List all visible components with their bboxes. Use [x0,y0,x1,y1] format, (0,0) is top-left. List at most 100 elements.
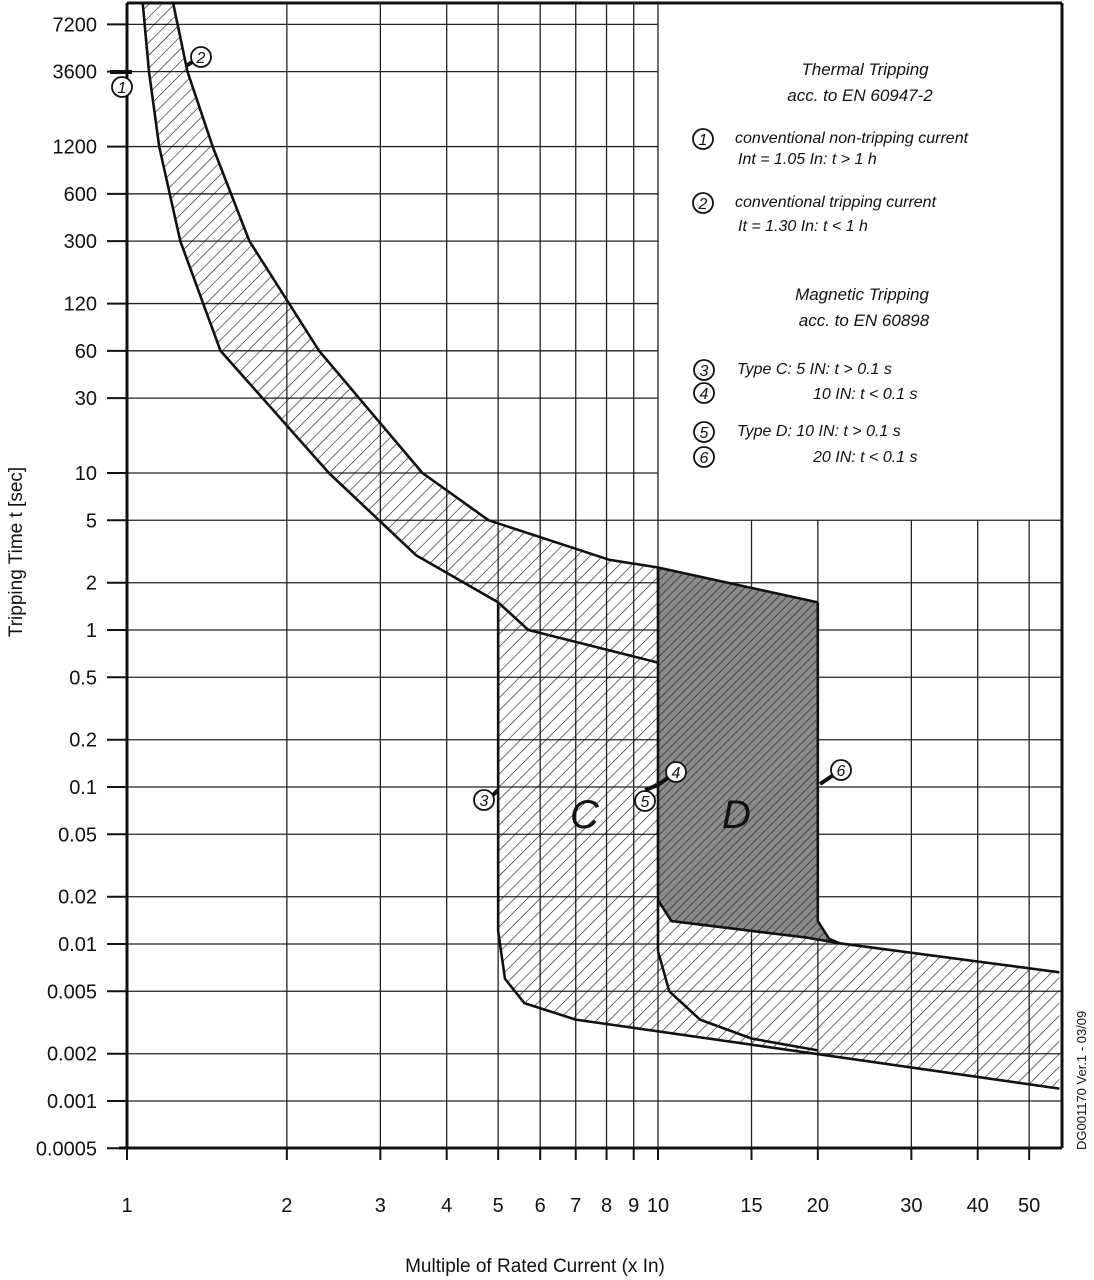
x-tick-label: 6 [535,1195,546,1217]
marker-pointer [644,783,659,792]
legend-thermal-title: Thermal Tripping [801,60,929,79]
y-tick-label: 0.2 [69,730,97,752]
curve-thermal_lower [141,1,659,664]
legend-magnetic-title: Magnetic Tripping [795,285,929,304]
y-tick-label: 0.01 [58,934,97,956]
x-tick-label: 50 [1018,1195,1040,1217]
y-tick-label: 120 [64,294,97,316]
marker-number: 5 [700,425,709,442]
x-tick-label: 30 [900,1195,922,1217]
x-axis-label: Multiple of Rated Current (x In) [405,1256,665,1277]
x-tick-label: 15 [740,1195,762,1217]
y-tick-label: 10 [75,463,97,485]
marker-number: 2 [196,50,206,67]
marker-circle [111,76,133,98]
marker-number: 6 [837,763,846,780]
legend-item5: Type D: 10 IN: t > 0.1 s [737,423,901,440]
x-tick-label: 10 [647,1195,669,1217]
x-tick-label: 20 [807,1195,829,1217]
marker-2: 2 [190,46,212,68]
legend-item3: Type C: 5 IN: t > 0.1 s [737,361,892,378]
markers: 1 2 3 4 5 6 [110,46,852,812]
marker-circle [693,421,715,443]
marker-circle [693,359,715,381]
legend-item6: 20 IN: t < 0.1 s [812,449,918,466]
legend-thermal-subtitle: acc. to EN 60947-2 [787,86,933,105]
document-code: DG001170 Ver.1 - 03/09 [1074,1011,1089,1150]
marker-circle [665,761,687,783]
curves [141,1,1060,1090]
x-tick-label: 4 [441,1195,452,1217]
x-tick-label: 40 [967,1195,989,1217]
x-tick-label: 7 [570,1195,581,1217]
y-tick-label: 1200 [53,137,98,159]
y-tick-label: 0.001 [47,1091,97,1113]
marker-number: 4 [672,765,681,782]
x-tick-label: 3 [375,1195,386,1217]
marker-4: 4 [665,761,687,783]
y-tick-label: 600 [64,184,97,206]
x-tick-label: 9 [628,1195,639,1217]
region-label-d: D [722,793,751,837]
y-tick-label: 60 [75,341,97,363]
y-tick-label: 2 [86,573,97,595]
marker-1: 1 [692,128,714,150]
marker-circle [692,128,714,150]
tick-labels: 1 2 3 4 5 6 7 8 9 10 15 20 30 40 507200360012006003001… [36,14,1040,1217]
marker-circle [693,446,715,468]
legend-item1-line2: Int = 1.05 In: t > 1 h [738,151,877,168]
y-tick-label: 5 [86,510,97,532]
marker-number: 4 [700,386,709,403]
y-tick-label: 0.005 [47,981,97,1003]
regions [142,2,1060,1089]
marker-number: 3 [700,363,709,380]
marker-number: 3 [480,793,489,810]
legend: Thermal Tripping acc. to EN 60947-2 conv… [692,60,969,468]
y-tick-label: 1 [86,620,97,642]
curve-magnetic_C_lower [496,931,1060,1090]
marker-circle [190,46,212,68]
marker-number: 6 [700,450,709,467]
marker-number: 1 [118,80,127,97]
y-tick-label: 0.02 [58,887,97,909]
curve-thermal_upper [171,1,819,604]
x-tick-label: 1 [121,1195,132,1217]
y-axis-label: Tripping Time t [sec] [6,467,27,637]
marker-3: 3 [473,789,495,811]
type-d-region [658,567,840,944]
y-tick-label: 0.1 [69,777,97,799]
curve-magnetic_D_lower [656,950,819,1052]
marker-circle [693,382,715,404]
marker-3: 3 [693,359,715,381]
marker-number: 2 [698,196,708,213]
marker-5: 5 [693,421,715,443]
marker-4: 4 [693,382,715,404]
marker-circle [692,192,714,214]
y-tick-label: 0.05 [58,824,97,846]
y-tick-label: 0.002 [47,1044,97,1066]
marker-5: 5 [634,790,656,812]
y-tick-label: 0.0005 [36,1138,97,1160]
marker-number: 1 [699,132,708,149]
y-tick-label: 0.5 [69,667,97,689]
region-label-c: C [570,793,600,837]
x-tick-label: 5 [493,1195,504,1217]
marker-circle [830,759,852,781]
marker-circle [473,789,495,811]
marker-6: 6 [830,759,852,781]
thermal-band-region [142,2,659,663]
legend-item2-line1: conventional tripping current [735,194,937,211]
marker-1: 1 [111,76,133,98]
marker-circle [634,790,656,812]
legend-magnetic-subtitle: acc. to EN 60898 [799,311,930,330]
legend-item1-line1: conventional non-tripping current [735,130,969,147]
type-c-region [498,602,1060,1089]
y-tick-label: 30 [75,388,97,410]
marker-number: 5 [641,794,650,811]
legend-item2-line2: It = 1.30 In: t < 1 h [738,218,868,235]
curve-magnetic_upper [656,899,1060,974]
x-tick-label: 8 [601,1195,612,1217]
y-tick-label: 7200 [53,14,98,36]
y-tick-label: 300 [64,231,97,253]
